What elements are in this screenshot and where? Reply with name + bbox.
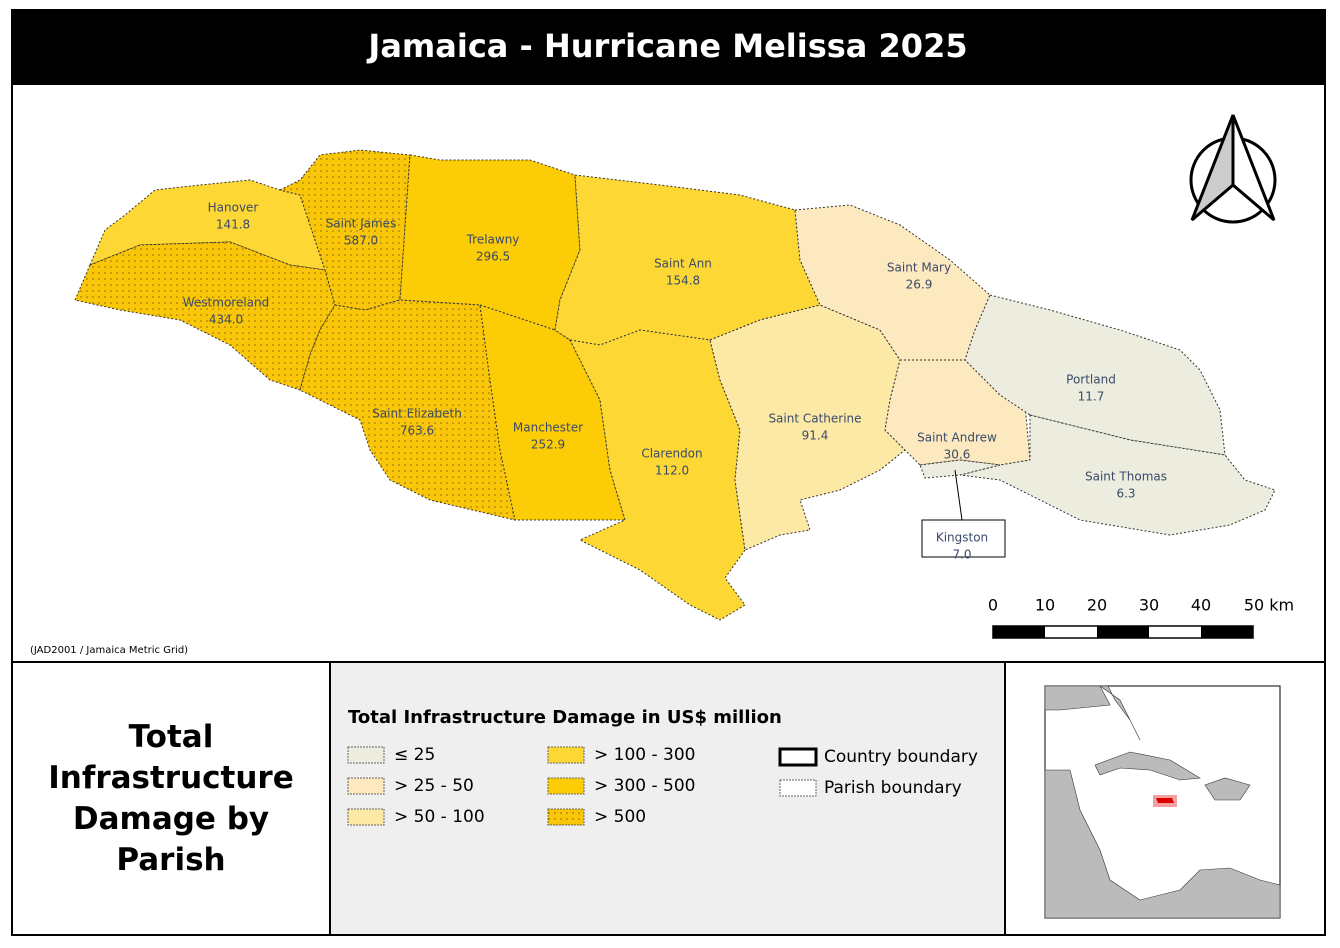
parish-name: Trelawny [466,233,520,247]
parish-value: 6.3 [1116,487,1135,501]
parish [569,329,746,621]
parish-name: Saint James [326,217,397,231]
label-box [921,519,1006,558]
parish-labels: Hanover 141.8 Westmoreland 434.0 Saint James… [183,201,1167,562]
legend-pattern [548,809,584,825]
title-bar [12,10,1325,85]
parish-name: Manchester [513,421,583,435]
parish-value: 296.5 [476,250,510,264]
parish-pattern [300,300,515,520]
legend-label: > 100 - 300 [594,745,696,765]
parishes [74,149,1276,621]
parish-name: Saint Andrew [917,431,997,445]
legend-swatch [779,779,817,797]
scale-label: 30 [1139,596,1159,615]
legend: ≤ 25 > 25 - 50 > 50 - 100 > 100 - 300 > 300 … [347,745,978,827]
parish-value: 112.0 [655,464,689,478]
parish-name: Kingston [936,531,988,545]
parish-pattern [280,150,410,310]
legend-label: > 300 - 500 [594,776,696,796]
legend-title: Total Infrastructure Damage in US$ milli… [348,707,782,728]
legend-swatch [347,808,385,826]
parish-value: 154.8 [666,274,700,288]
legend-label: Parish boundary [824,778,962,798]
legend-swatch [778,747,818,767]
parish-pattern [75,242,335,390]
legend-swatch [347,746,385,764]
parish-value: 26.9 [906,278,933,292]
parish-name: Westmoreland [183,296,270,310]
leader [954,469,963,521]
parish-value: 434.0 [209,313,243,327]
scale-bar: 0 10 20 30 40 50 km [988,596,1294,639]
parish-value: 91.4 [802,429,829,443]
legend-label: > 50 - 100 [394,807,485,827]
legend-label: ≤ 25 [394,745,435,765]
parish [919,459,1001,479]
title: Jamaica - Hurricane Melissa 2025 [366,27,967,65]
scale-label: 20 [1087,596,1107,615]
parish-name: Saint Thomas [1085,470,1167,484]
parish-name: Saint Elizabeth [372,407,462,421]
north-arrow [1189,114,1277,224]
scale-label: 10 [1035,596,1055,615]
legend-label: > 500 [594,807,646,827]
parish-value: 7.0 [952,548,971,562]
parish-name: Hanover [208,201,259,215]
parish-value: 763.6 [400,424,434,438]
parish-value: 30.6 [944,448,971,462]
crs-note: (JAD2001 / Jamaica Metric Grid) [30,645,188,656]
legend-swatch [547,746,585,764]
parish-name: Saint Mary [887,261,951,275]
parish [959,414,1276,536]
inset-map [1044,685,1281,919]
parish-name: Saint Catherine [768,412,861,426]
parish [884,359,1031,466]
legend-swatch [347,777,385,795]
legend-label: > 25 - 50 [394,776,474,796]
parish-name: Portland [1066,373,1116,387]
legend-panel [329,661,1006,936]
parish [554,174,821,346]
legend-label: Country boundary [824,747,978,767]
panel-title: Total Infrastructure Damage by Parish [48,718,294,878]
scale-label: 50 km [1244,596,1294,615]
scale-label: 0 [988,596,998,615]
parish-value: 11.7 [1078,390,1105,404]
legend-swatch [547,777,585,795]
parish-value: 587.0 [344,234,378,248]
parish-value: 252.9 [531,438,565,452]
scale-label: 40 [1191,596,1211,615]
parish-name: Saint Ann [654,257,712,271]
parish-value: 141.8 [216,218,250,232]
parish-name: Clarendon [641,447,702,461]
